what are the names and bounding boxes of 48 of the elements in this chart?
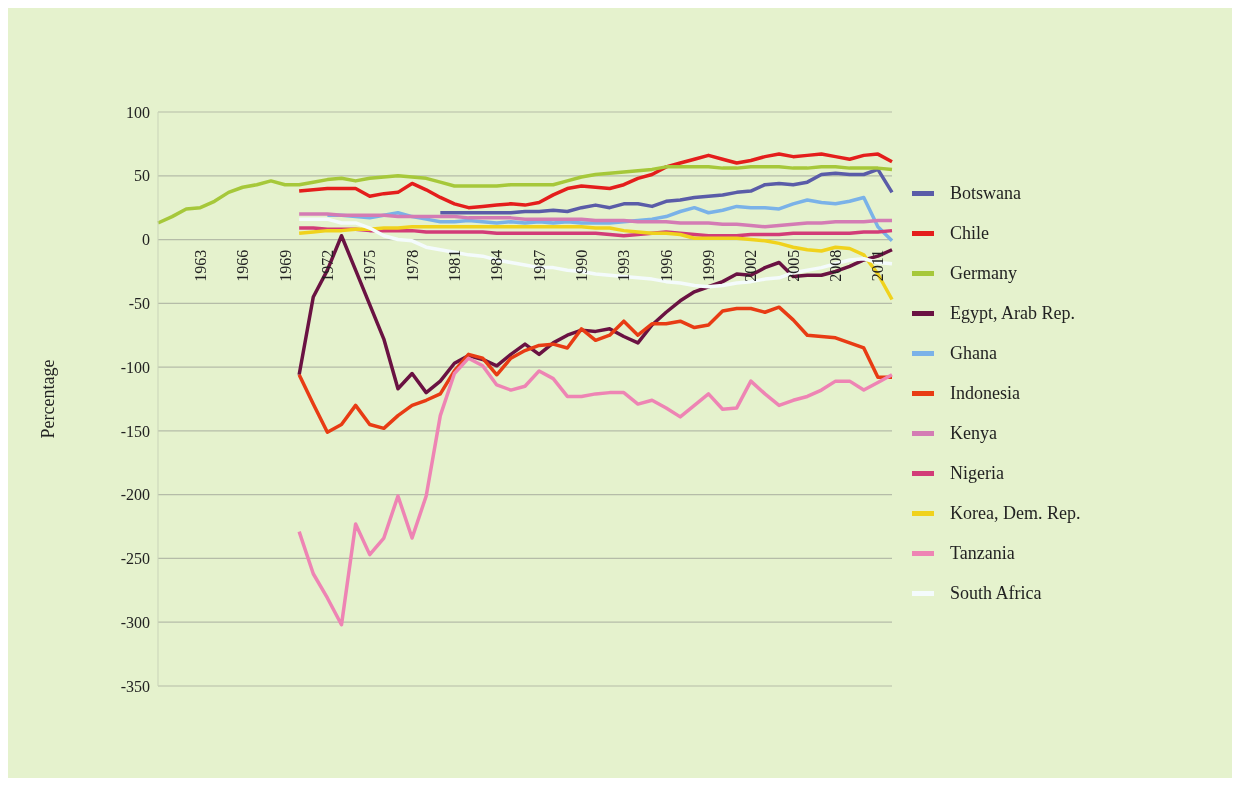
line-series (156, 165, 894, 225)
x-tick-label: 2005 (784, 249, 802, 282)
y-tick-label: -350 (120, 677, 150, 695)
legend-label: Nigeria (950, 462, 1004, 484)
line-series (297, 233, 894, 395)
line-series (297, 305, 894, 434)
y-tick-label: 0 (142, 231, 150, 249)
legend-label: Ghana (950, 342, 997, 364)
y-axis-title: Percentage (38, 359, 59, 439)
x-tick-label: 1969 (276, 249, 294, 282)
x-tick-label: 1966 (234, 249, 252, 282)
y-tick-label: -150 (120, 422, 150, 440)
x-tick-label: 1990 (572, 249, 590, 282)
legend-label: Kenya (950, 422, 997, 444)
x-tick-label: 1981 (445, 249, 463, 282)
y-tick-label: -250 (120, 550, 150, 568)
x-tick-label: 2002 (742, 249, 760, 282)
x-tick-label: 1996 (657, 249, 675, 282)
x-tick-label: 1975 (361, 249, 379, 282)
y-tick-label: -50 (128, 295, 150, 313)
x-tick-label: 1999 (700, 249, 717, 282)
line-series (297, 212, 894, 229)
y-tick-label: -200 (120, 486, 150, 504)
legend-label: Germany (950, 262, 1017, 284)
line-series (297, 225, 894, 302)
x-tick-label: 1963 (191, 249, 209, 282)
line-series (438, 167, 894, 215)
legend-label: South Africa (950, 582, 1042, 604)
legend-label: Chile (950, 222, 989, 244)
x-tick-label: 1978 (403, 249, 421, 282)
legend-label: Indonesia (950, 382, 1020, 404)
y-tick-label: -300 (120, 613, 150, 631)
x-tick-label: 1972 (318, 249, 336, 282)
legend-label: Korea, Dem. Rep. (950, 502, 1081, 524)
legend-label: Tanzania (950, 542, 1015, 564)
legend-label: Botswana (950, 182, 1021, 204)
legend-label: Egypt, Arab Rep. (950, 302, 1075, 324)
x-tick-label: 1987 (530, 249, 548, 282)
line-series (297, 152, 894, 210)
line-series (297, 217, 894, 289)
y-tick-label: 100 (126, 103, 150, 121)
y-tick-label: 50 (134, 167, 150, 185)
line-series (297, 356, 894, 627)
x-tick-label: 1984 (488, 249, 506, 282)
y-tick-label: -100 (120, 358, 150, 376)
x-tick-label: 1993 (615, 249, 633, 282)
x-tick-label: 2008 (827, 249, 845, 282)
x-tick-label: 2011 (869, 249, 887, 282)
